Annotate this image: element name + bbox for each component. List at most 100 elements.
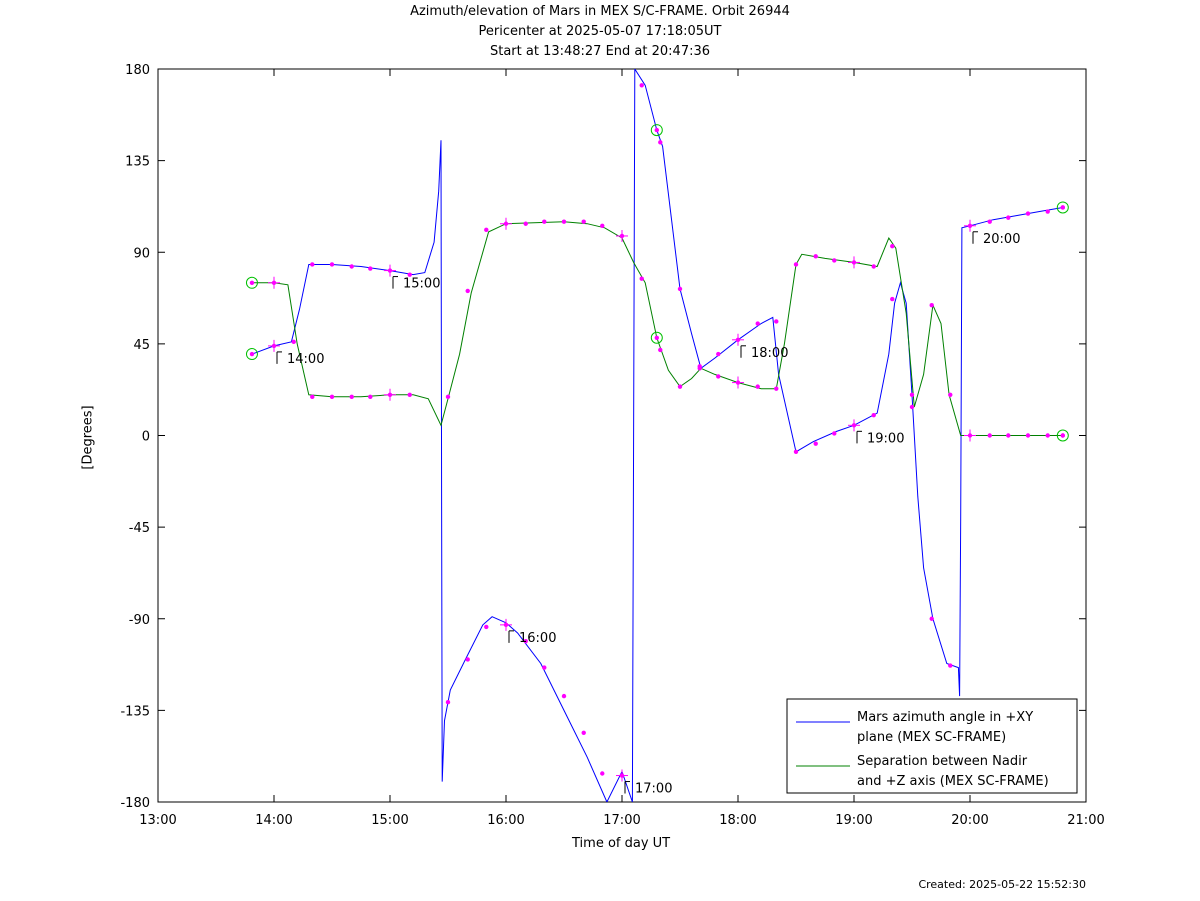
y-tick-label: -45 xyxy=(129,521,150,536)
axis-ticks xyxy=(157,68,1087,803)
data-point xyxy=(697,366,702,371)
legend-label-azimuth-2: plane (MEX SC-FRAME) xyxy=(857,730,1006,745)
x-tick-label: 13:00 xyxy=(139,813,176,828)
data-point xyxy=(523,638,528,644)
endpoint-circle xyxy=(650,124,663,137)
data-point xyxy=(948,392,953,397)
data-point xyxy=(249,280,255,285)
data-point xyxy=(832,258,837,263)
data-point xyxy=(249,351,255,357)
data-point xyxy=(774,319,779,324)
data-point xyxy=(465,657,470,662)
data-point xyxy=(639,83,644,88)
created-timestamp: Created: 2025-05-22 15:52:30 xyxy=(918,878,1086,891)
x-tick-label: 21:00 xyxy=(1067,813,1104,828)
y-tick-label: -180 xyxy=(120,796,150,811)
endpoint-circle xyxy=(1056,201,1069,214)
endpoint-circle xyxy=(1056,429,1069,442)
chart-title-line-2: Pericenter at 2025-05-07 17:18:05UT xyxy=(478,24,722,39)
data-point xyxy=(639,276,644,281)
data-point xyxy=(890,243,895,249)
separation-series-line xyxy=(252,221,1063,436)
data-point xyxy=(890,296,895,302)
y-tick-label: 135 xyxy=(125,155,150,170)
y-tick-labels: 180 135 90 45 0 -45 -90 -135 -180 xyxy=(120,63,150,811)
hour-label: 20:00 xyxy=(983,232,1020,247)
data-point xyxy=(813,441,818,446)
data-point xyxy=(329,394,335,400)
data-point xyxy=(677,286,683,292)
data-point xyxy=(310,262,315,267)
hour-label: 19:00 xyxy=(867,431,904,446)
x-tick-label: 20:00 xyxy=(951,813,988,828)
data-point xyxy=(1060,433,1066,438)
data-point xyxy=(755,321,760,326)
data-point xyxy=(542,665,547,670)
y-tick-label: 90 xyxy=(133,246,150,261)
x-tick-label: 17:00 xyxy=(603,813,640,828)
data-point xyxy=(349,264,354,269)
data-point xyxy=(581,219,586,224)
data-point xyxy=(561,693,567,699)
data-point xyxy=(948,663,953,668)
x-tick-label: 18:00 xyxy=(719,813,756,828)
data-point xyxy=(1045,433,1050,438)
data-point xyxy=(716,351,721,357)
x-tick-labels: 13:00 14:00 15:00 16:00 17:00 18:00 19:00 20:00… xyxy=(139,813,1104,828)
y-tick-label: -135 xyxy=(120,704,150,719)
endpoint-circle xyxy=(245,348,258,361)
data-point xyxy=(329,262,335,267)
data-point xyxy=(1060,205,1066,210)
data-point xyxy=(368,394,373,400)
data-point xyxy=(445,394,451,400)
legend-label-separation-2: and +Z axis (MEX SC-FRAME) xyxy=(857,774,1049,789)
data-point xyxy=(909,392,915,397)
chart-title-line-1: Azimuth/elevation of Mars in MEX S/C-FRA… xyxy=(410,4,790,19)
chart-title-line-3: Start at 13:48:27 End at 20:47:36 xyxy=(489,44,711,59)
data-point xyxy=(793,449,799,454)
data-point xyxy=(600,223,605,228)
data-point xyxy=(871,412,876,418)
data-point xyxy=(716,374,721,379)
data-point xyxy=(987,433,992,438)
data-point xyxy=(1006,215,1011,220)
y-tick-label: 0 xyxy=(142,430,150,445)
x-tick-label: 14:00 xyxy=(255,813,292,828)
data-point xyxy=(929,302,934,308)
data-point xyxy=(1025,433,1031,438)
legend: Mars azimuth angle in +XY plane (MEX SC-… xyxy=(786,698,1078,794)
plot-frame xyxy=(157,68,1087,803)
data-point xyxy=(654,335,659,340)
data-point xyxy=(484,624,489,630)
legend-label-separation-1: Separation between Nadir xyxy=(857,754,1028,769)
data-point xyxy=(1006,433,1011,438)
data-point xyxy=(368,266,373,271)
data-point xyxy=(407,392,412,397)
data-point xyxy=(929,616,934,621)
data-point xyxy=(407,272,412,277)
data-point xyxy=(291,339,296,345)
data-point xyxy=(677,384,683,389)
data-point xyxy=(658,347,663,353)
data-point xyxy=(755,384,760,389)
hour-label: 15:00 xyxy=(403,277,440,292)
x-tick-label: 19:00 xyxy=(835,813,872,828)
x-axis-title: Time of day UT xyxy=(572,836,671,851)
x-tick-label: 16:00 xyxy=(487,813,524,828)
hour-labels: 14:00 15:00 16:00 17:00 18:00 19:00 20:00 xyxy=(276,231,1020,797)
data-point xyxy=(1045,209,1050,214)
series-lines xyxy=(251,69,1063,802)
y-axis-title: [Degrees] xyxy=(80,405,96,470)
legend-box xyxy=(786,698,1078,794)
data-point xyxy=(832,431,837,436)
data-point xyxy=(484,227,489,233)
hour-label: 17:00 xyxy=(635,782,672,797)
data-point xyxy=(600,771,605,776)
data-point xyxy=(561,219,567,224)
endpoint-circle xyxy=(245,276,258,289)
data-point xyxy=(987,219,992,224)
data-point xyxy=(445,700,451,705)
endpoint-circle xyxy=(650,331,663,344)
x-tick-label: 15:00 xyxy=(371,813,408,828)
